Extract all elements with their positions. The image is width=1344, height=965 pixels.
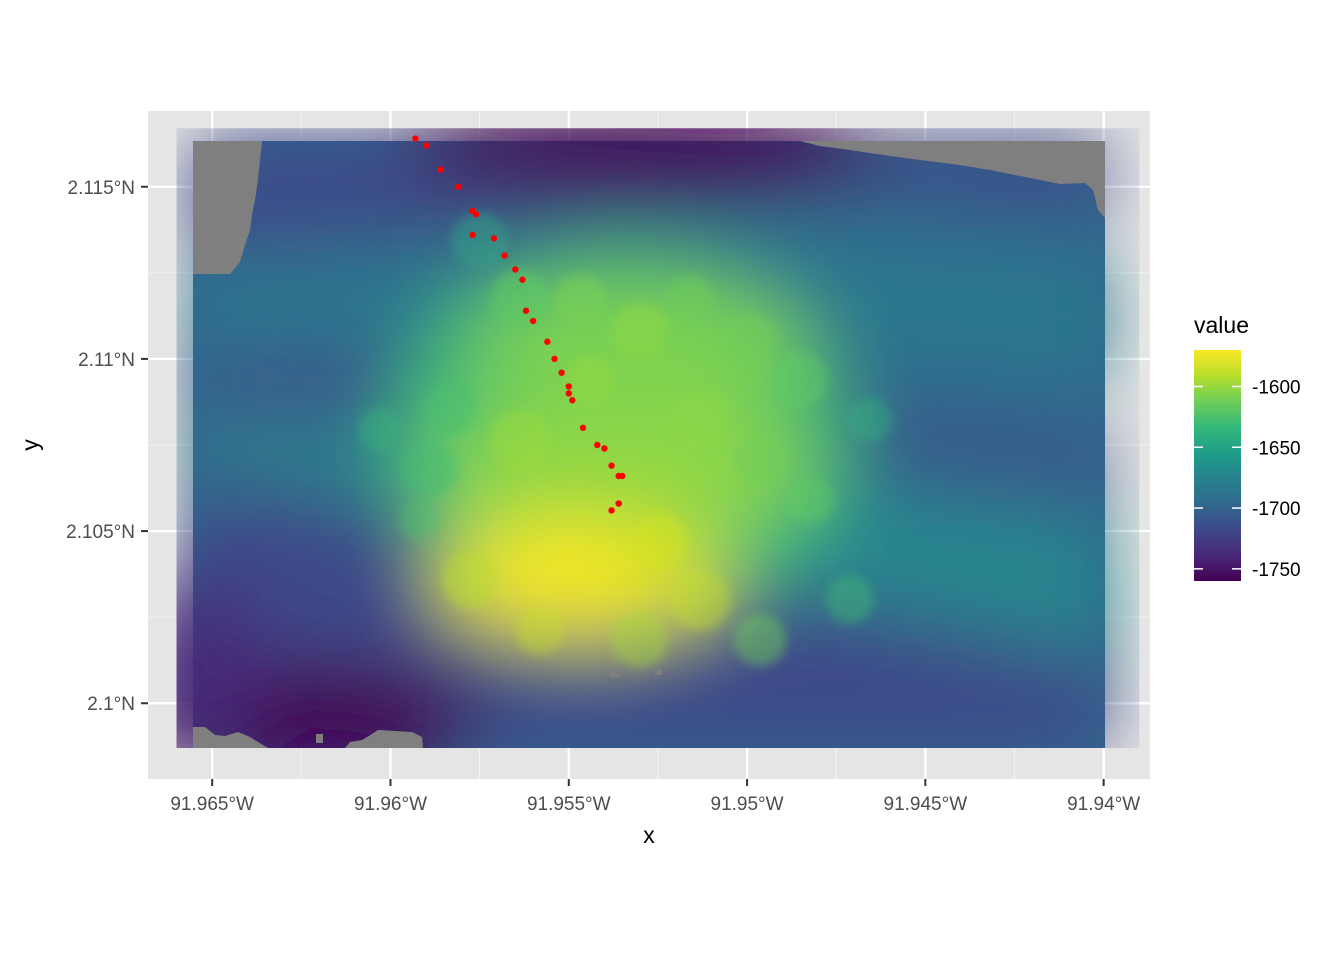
y-tick-label: 2.105°N: [66, 522, 135, 543]
legend-label: -1600: [1252, 377, 1301, 398]
raster-bubble: [516, 606, 564, 654]
track-point: [519, 276, 526, 283]
raster-bubble: [670, 570, 730, 630]
na-bottom-center: [345, 730, 423, 748]
raster-bubble: [452, 212, 508, 268]
raster-bubble: [634, 514, 686, 566]
x-axis-title: x: [643, 822, 655, 848]
track-point: [579, 424, 587, 431]
raster-bubble: [666, 276, 714, 324]
track-point: [472, 211, 480, 218]
track-point: [551, 355, 558, 363]
legend-breaks: -1600 -1650 -1700 -1750: [1194, 377, 1301, 581]
raster-bubble: [734, 434, 786, 486]
x-tick-label: 91.965°W: [170, 794, 254, 815]
track-point: [601, 445, 608, 452]
y-tick-label: 2.115°N: [68, 178, 135, 199]
y-axis-title: y: [17, 439, 43, 451]
raster-bubble: [724, 314, 776, 366]
raster-bubble: [554, 274, 606, 326]
na-top-right: [800, 141, 1105, 218]
track-point: [501, 252, 508, 259]
raster-bubble: [424, 384, 476, 436]
raster-bubble: [786, 476, 834, 524]
axes: 91.965°W 91.96°W 91.955°W 91.95°W 91.945°W 91…: [17, 178, 1140, 848]
track-point: [469, 231, 476, 239]
legend-label: -1700: [1252, 499, 1301, 520]
raster-bubble: [612, 302, 668, 358]
raster-bubble: [734, 614, 786, 666]
raster-bubble: [826, 576, 874, 624]
track-point: [412, 135, 419, 142]
na-speck-1: [316, 734, 323, 743]
track-point: [455, 183, 462, 190]
legend: value -1600 -1650 -1700 -1750: [1194, 312, 1301, 581]
raster-bubble: [490, 270, 550, 330]
track-point: [544, 338, 551, 345]
track-point: [619, 472, 626, 480]
track-point: [608, 462, 615, 469]
legend-colorbar: [1194, 350, 1241, 581]
y-axis-ticks: 2.1°N 2.105°N 2.11°N 2.115°N: [66, 178, 148, 715]
basin-left-edge: [176, 570, 260, 749]
x-tick-label: 91.94°W: [1067, 794, 1140, 815]
basin-top: [400, 128, 880, 195]
track-point: [569, 397, 576, 404]
na-top-left: [193, 141, 262, 274]
raster-bubble: [442, 552, 498, 608]
x-tick-label: 91.945°W: [884, 794, 968, 815]
track-point: [558, 369, 565, 376]
raster-bubble: [670, 390, 730, 450]
track-point: [422, 142, 430, 149]
track-point: [608, 507, 615, 514]
track-point: [594, 441, 601, 449]
track-point: [437, 166, 444, 173]
raster-bubbles: [358, 212, 892, 668]
na-bottom-left: [193, 727, 268, 748]
raster-bubble: [848, 398, 892, 442]
raster-bubble: [772, 352, 828, 408]
raster-bubble: [400, 500, 440, 540]
raster-na-cells: [193, 141, 1105, 748]
na-speck-3: [655, 669, 662, 675]
y-tick-label: 2.1°N: [87, 694, 135, 715]
raster-bubble: [358, 408, 402, 452]
track-point: [512, 266, 519, 273]
na-speck-2: [610, 668, 620, 677]
points-layer: [412, 135, 626, 514]
track-point: [529, 317, 537, 325]
y-tick-label: 2.11°N: [78, 350, 135, 371]
raster-bubble: [490, 410, 550, 470]
mound-peak-core: [480, 530, 640, 600]
raster-bubble: [612, 612, 668, 668]
raster-layer: [176, 128, 1105, 749]
track-point: [490, 235, 498, 242]
legend-title: value: [1194, 312, 1249, 338]
x-tick-label: 91.96°W: [354, 794, 427, 815]
x-tick-label: 91.955°W: [527, 794, 611, 815]
track-point: [565, 383, 572, 390]
track-point: [565, 390, 572, 397]
x-tick-label: 91.95°W: [711, 794, 784, 815]
raster-bubble: [402, 442, 458, 498]
legend-label: -1750: [1252, 560, 1301, 581]
track-point: [615, 500, 622, 507]
legend-label: -1650: [1252, 438, 1301, 459]
raster-bubble: [566, 356, 614, 404]
track-point: [522, 307, 530, 314]
x-axis-ticks: 91.965°W 91.96°W 91.955°W 91.95°W 91.945°W 91…: [170, 779, 1140, 815]
